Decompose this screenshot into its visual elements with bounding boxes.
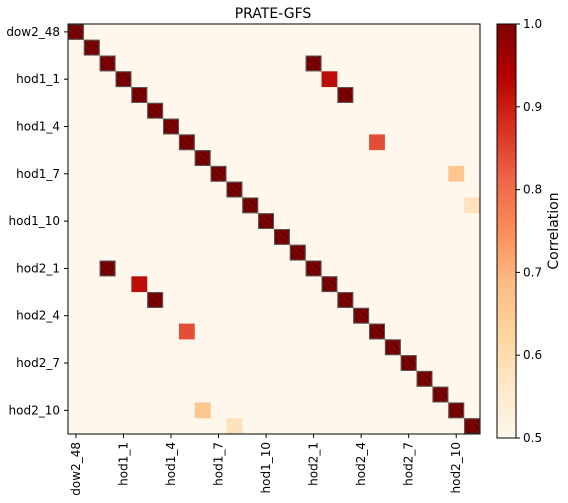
heatmap-cell-diagonal-hatch — [432, 386, 449, 403]
y-tick-label: hod2_1 — [16, 261, 60, 275]
heatmap-cell — [131, 276, 148, 293]
heatmap-cell-hatch — [147, 292, 164, 308]
heatmap-cell-diagonal-hatch — [416, 370, 433, 387]
heatmap-cell-diagonal-hatch — [384, 339, 401, 356]
x-tick-label: hod2_1 — [307, 442, 321, 486]
y-tick-label: hod1_7 — [16, 167, 60, 181]
colorbar-tick-label: 1.0 — [523, 17, 542, 31]
heatmap-cell-diagonal-hatch — [210, 165, 227, 182]
heatmap-cell — [448, 165, 465, 182]
x-tick-label: hod1_1 — [116, 442, 130, 486]
y-tick-label: dow2_48 — [6, 25, 60, 39]
heatmap-cell — [464, 197, 480, 214]
heatmap-cell-diagonal-hatch — [464, 418, 480, 435]
heatmap-cell — [321, 71, 338, 88]
x-axis-ticks: dow2_48 hod1_1 hod1_4 hod1_7 hod1_10 hod2_1 ho… — [69, 434, 463, 496]
heatmap-cell-diagonal-hatch — [305, 260, 322, 277]
heatmap-cell-hatch — [99, 260, 116, 277]
colorbar: 0.5 0.6 0.7 0.8 0.9 1.0 Correlation — [496, 17, 562, 445]
heatmap-cell — [178, 323, 195, 340]
x-tick-label: hod2_10 — [449, 442, 463, 493]
chart-title: PRATE-GFS — [235, 6, 312, 22]
heatmap-cell-diagonal-hatch — [83, 39, 100, 56]
plot-frame — [67, 23, 481, 435]
colorbar-tick-label: 0.9 — [523, 100, 542, 114]
heatmap-cell-diagonal-hatch — [131, 87, 148, 103]
x-tick-label: hod2_4 — [354, 442, 368, 486]
heatmap-cell — [369, 134, 385, 151]
heatmap-cell-diagonal-hatch — [242, 197, 259, 214]
heatmap-cell-diagonal-hatch — [99, 55, 116, 72]
y-tick-label: hod1_10 — [9, 214, 60, 228]
colorbar-tick-label: 0.6 — [523, 348, 542, 362]
x-tick-label: dow2_48 — [69, 442, 83, 496]
x-tick-label: hod2_7 — [402, 442, 416, 486]
x-tick-label: hod1_4 — [164, 442, 178, 486]
heatmap-cell-diagonal-hatch — [289, 244, 306, 261]
heatmap-cell-hatch — [305, 55, 322, 72]
colorbar-tick-label: 0.8 — [523, 183, 542, 197]
heatmap-cell — [226, 418, 243, 434]
heatmap-cell — [194, 402, 211, 419]
colorbar-gradient — [496, 23, 517, 439]
heatmap-cell-diagonal-hatch — [400, 355, 417, 371]
heatmap-cells — [68, 24, 480, 435]
y-tick-label: hod1_1 — [16, 72, 60, 86]
heatmap-cell-diagonal-hatch — [353, 307, 370, 324]
heatmap-cell-diagonal-hatch — [178, 134, 195, 151]
heatmap-cell-hatch — [337, 87, 354, 103]
y-tick-label: hod2_4 — [16, 309, 60, 323]
heatmap-cell-diagonal-hatch — [258, 213, 274, 230]
heatmap-cell-diagonal-hatch — [337, 292, 354, 308]
heatmap-cell-diagonal-hatch — [321, 276, 338, 293]
heatmap-cell-diagonal-hatch — [147, 102, 164, 119]
colorbar-tick-label: 0.5 — [523, 431, 542, 445]
heatmap-cell-diagonal-hatch — [115, 71, 132, 88]
y-tick-label: hod2_7 — [16, 356, 60, 370]
heatmap-cell-diagonal-hatch — [448, 402, 465, 419]
heatmap-cell-diagonal-hatch — [274, 229, 290, 245]
x-tick-label: hod1_10 — [259, 442, 273, 493]
x-tick-label: hod1_7 — [212, 442, 226, 486]
y-tick-label: hod1_4 — [16, 120, 60, 134]
heatmap-cell-diagonal-hatch — [226, 181, 243, 198]
heatmap-cell-diagonal-hatch — [369, 323, 385, 340]
heatmap-cell-diagonal-hatch — [68, 24, 84, 40]
heatmap-cell-diagonal-hatch — [163, 118, 179, 135]
y-tick-label: hod2_10 — [9, 403, 60, 417]
colorbar-tick-label: 0.7 — [523, 265, 542, 279]
y-axis-ticks: dow2_48 hod1_1 hod1_4 hod1_7 hod1_10 hod2_1ho… — [6, 25, 68, 417]
heatmap-cell-diagonal-hatch — [194, 150, 211, 166]
colorbar-label: Correlation — [546, 192, 562, 269]
